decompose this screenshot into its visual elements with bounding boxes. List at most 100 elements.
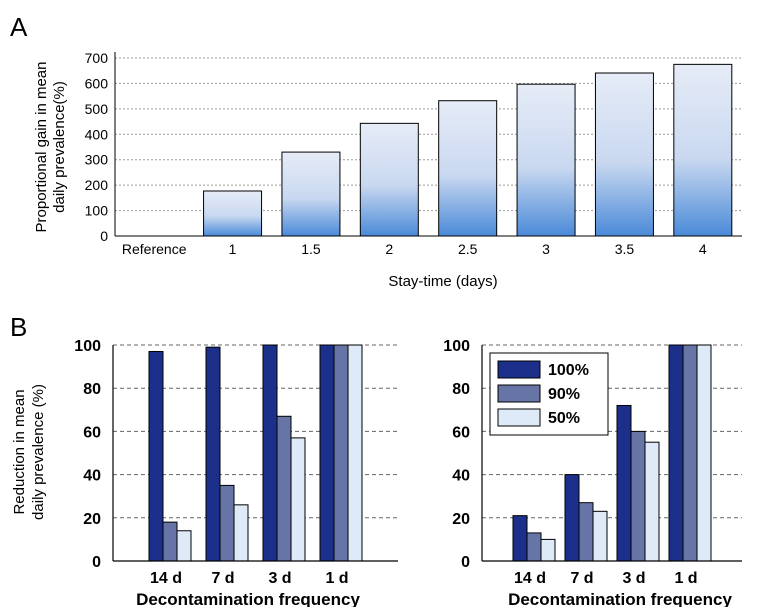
br-bar-100pct [564, 474, 580, 562]
legend-label-90pct: 90% [548, 386, 580, 403]
bl-y-tick-label: 0 [92, 554, 101, 571]
b-left-gridlines [113, 344, 398, 519]
a-y-tick-label: 100 [85, 203, 109, 219]
a-x-tick-label: 3 [542, 241, 550, 257]
br-bar-90pct [682, 344, 698, 562]
a-y-axis-label-line2: daily prevalence(%) [51, 81, 68, 213]
chart-a: 0 100 200 300 400 500 600 700 Reference 1 1.5 2 2.5… [33, 50, 742, 290]
br-x-tick-label: 7 d [570, 570, 593, 587]
legend-swatch-50pct [497, 408, 541, 427]
br-bar-100pct [668, 344, 684, 562]
a-bar [516, 83, 576, 237]
b-left-bars [148, 344, 363, 562]
a-x-tick-label: 2 [385, 241, 393, 257]
a-x-tick-label: 3.5 [615, 241, 635, 257]
a-x-tick-label: 1.5 [301, 241, 321, 257]
b-right-legend: 100% 90% 50% [489, 352, 609, 436]
chart-b-right: 0 20 40 60 80 100 14 d 7 d 3 d 1 d Decontaminati… [443, 338, 742, 609]
legend-label-50pct: 50% [548, 410, 580, 427]
bl-y-tick-label: 100 [74, 338, 101, 355]
a-y-tick-label: 0 [100, 228, 108, 244]
a-bar [281, 151, 341, 237]
b-right-bars [512, 344, 712, 562]
chart-b-left: 0 20 40 60 80 100 14 d 7 d 3 d 1 d Decontaminati… [11, 338, 398, 609]
a-x-ticks: Reference 1 1.5 2 2.5 3 3.5 4 [122, 241, 707, 257]
a-x-tick-label: 2.5 [458, 241, 478, 257]
b-left-y-axis-label-line1: Reduction in mean [11, 389, 28, 514]
a-x-tick-label: 1 [229, 241, 237, 257]
br-y-tick-label: 60 [452, 424, 470, 441]
b-right-x-ticks: 14 d 7 d 3 d 1 d [514, 570, 698, 587]
br-y-tick-label: 20 [452, 511, 470, 528]
bl-bar-50pct [233, 504, 249, 562]
panel-a-letter: A [10, 12, 28, 42]
bl-y-tick-label: 40 [83, 468, 101, 485]
br-bar-90pct [526, 532, 542, 562]
panel-b-letter: B [10, 312, 27, 342]
bl-x-tick-label: 3 d [268, 570, 291, 587]
a-bar [438, 100, 498, 237]
legend-label-100pct: 100% [548, 362, 589, 379]
b-left-axes [112, 345, 398, 562]
br-y-tick-label: 100 [443, 338, 470, 355]
bl-bar-90pct [276, 415, 292, 562]
br-bar-100pct [616, 404, 632, 562]
bl-x-tick-label: 14 d [150, 570, 182, 587]
br-x-tick-label: 14 d [514, 570, 546, 587]
br-y-tick-label: 80 [452, 381, 470, 398]
bl-bar-100pct [262, 344, 278, 562]
br-y-tick-label: 40 [452, 468, 470, 485]
br-bar-50pct [696, 344, 712, 562]
a-bars [203, 63, 733, 237]
br-bar-90pct [630, 430, 646, 562]
a-x-tick-label: Reference [122, 241, 187, 257]
br-bar-100pct [512, 515, 528, 562]
a-y-axis-label-line1: Proportional gain in mean [33, 62, 50, 233]
br-x-tick-label: 1 d [674, 570, 697, 587]
a-x-tick-label: 4 [699, 241, 707, 257]
b-left-y-ticks: 0 20 40 60 80 100 [74, 338, 101, 571]
bl-y-tick-label: 20 [83, 511, 101, 528]
b-right-x-axis-label: Decontamination frequency [508, 590, 732, 607]
a-bar [594, 72, 654, 237]
a-y-tick-label: 500 [85, 101, 109, 117]
a-y-tick-label: 700 [85, 50, 109, 66]
legend-swatch-90pct [497, 384, 541, 403]
a-bar [359, 122, 419, 237]
bl-y-tick-label: 60 [83, 424, 101, 441]
bl-y-tick-label: 80 [83, 381, 101, 398]
br-bar-50pct [540, 538, 556, 562]
bl-x-tick-label: 1 d [325, 570, 348, 587]
a-y-tick-label: 600 [85, 75, 109, 91]
bl-bar-90pct [162, 521, 178, 562]
bl-bar-100pct [148, 350, 164, 562]
a-gridlines [115, 57, 742, 212]
bl-bar-90pct [219, 484, 235, 562]
br-y-tick-label: 0 [461, 554, 470, 571]
bl-bar-50pct [176, 530, 192, 562]
br-x-tick-label: 3 d [622, 570, 645, 587]
a-x-axis-label: Stay-time (days) [388, 273, 497, 290]
br-bar-90pct [578, 502, 594, 562]
bl-bar-50pct [290, 437, 306, 562]
a-bar [673, 63, 733, 237]
a-y-tick-label: 400 [85, 126, 109, 142]
b-right-axes [481, 345, 742, 562]
a-y-tick-label: 300 [85, 152, 109, 168]
b-left-x-ticks: 14 d 7 d 3 d 1 d [150, 570, 349, 587]
b-right-y-ticks: 0 20 40 60 80 100 [443, 338, 470, 571]
br-bar-50pct [592, 510, 608, 562]
bl-bar-50pct [347, 344, 363, 562]
a-axes [114, 52, 742, 237]
bl-bar-100pct [205, 346, 221, 562]
a-y-tick-label: 200 [85, 177, 109, 193]
bl-bar-90pct [333, 344, 349, 562]
a-bar [203, 190, 263, 237]
bl-bar-100pct [319, 344, 335, 562]
b-left-x-axis-label: Decontamination frequency [136, 590, 360, 607]
bl-x-tick-label: 7 d [211, 570, 234, 587]
b-left-y-axis-label-line2: daily prevalence (%) [30, 384, 47, 520]
legend-swatch-100pct [497, 360, 541, 379]
a-y-ticks: 0 100 200 300 400 500 600 700 [85, 50, 109, 244]
